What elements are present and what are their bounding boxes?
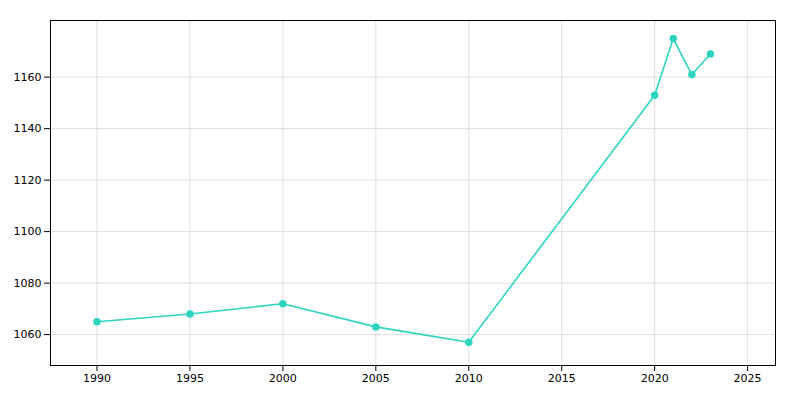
svg-text:2025: 2025 xyxy=(734,372,762,385)
svg-text:2020: 2020 xyxy=(641,372,669,385)
svg-text:1060: 1060 xyxy=(14,328,42,341)
svg-text:1120: 1120 xyxy=(14,174,42,187)
svg-text:1140: 1140 xyxy=(14,122,42,135)
svg-text:2015: 2015 xyxy=(548,372,576,385)
svg-text:1100: 1100 xyxy=(14,225,42,238)
svg-text:2010: 2010 xyxy=(455,372,483,385)
svg-text:1160: 1160 xyxy=(14,71,42,84)
svg-text:1080: 1080 xyxy=(14,277,42,290)
svg-text:1995: 1995 xyxy=(176,372,204,385)
svg-text:2005: 2005 xyxy=(362,372,390,385)
svg-text:2000: 2000 xyxy=(269,372,297,385)
svg-text:1990: 1990 xyxy=(83,372,111,385)
